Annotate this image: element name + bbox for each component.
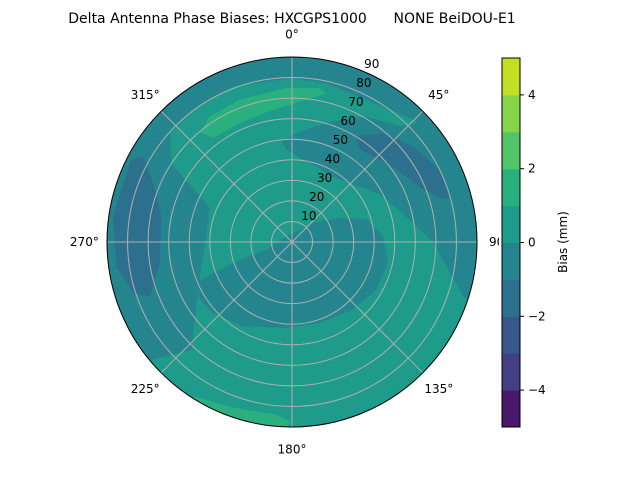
angle-tick-label: 270° [70, 235, 99, 249]
radial-tick-label: 70 [348, 95, 363, 109]
colorbar-band [502, 390, 520, 428]
colorbar-tick-label: 4 [528, 88, 536, 102]
colorbar-band [502, 94, 520, 133]
radial-tick-label: 30 [317, 171, 332, 185]
radial-tick-label: 80 [356, 76, 371, 90]
colorbar-tick-label: −2 [528, 309, 546, 323]
angle-tick-label: 0° [285, 27, 299, 41]
radial-tick-label: 50 [333, 133, 348, 147]
colorbar: −4 −2 0 2 4 [499, 50, 577, 435]
angle-tick-label: 315° [131, 88, 160, 102]
angle-tick-label: 225° [131, 382, 160, 396]
angle-tick-label: 135° [424, 382, 453, 396]
radial-tick-label: 40 [325, 152, 340, 166]
colorbar-band [502, 168, 520, 207]
radial-tick-label: 20 [309, 190, 324, 204]
colorbar-tick-label: −4 [528, 383, 546, 397]
polar-plot-area [106, 56, 478, 428]
colorbar-band [502, 205, 520, 243]
colorbar-band [502, 279, 520, 317]
colorbar-band [502, 242, 520, 280]
angular-gridline [160, 110, 424, 374]
colorbar-band [502, 131, 520, 170]
colorbar-tick-label: 2 [528, 162, 536, 176]
contour-region [200, 87, 327, 138]
contour-region [107, 57, 477, 363]
colorbar-band [502, 58, 520, 96]
colorbar-label: Bias (mm) [556, 211, 570, 273]
colorbar-band [502, 353, 520, 391]
plot-border [106, 56, 478, 428]
angle-tick-label: 180° [278, 443, 307, 457]
chart-title: Delta Antenna Phase Biases: HXCGPS1000 N… [68, 11, 515, 27]
colorbar-band [502, 316, 520, 354]
radial-tick-label: 10 [301, 209, 316, 223]
angle-tick-label: 45° [428, 88, 449, 102]
colorbar-tick-label: 0 [528, 236, 536, 250]
radial-tick-label: 60 [341, 114, 356, 128]
radial-tick-label: 90 [364, 57, 379, 71]
contour-region [355, 133, 451, 200]
